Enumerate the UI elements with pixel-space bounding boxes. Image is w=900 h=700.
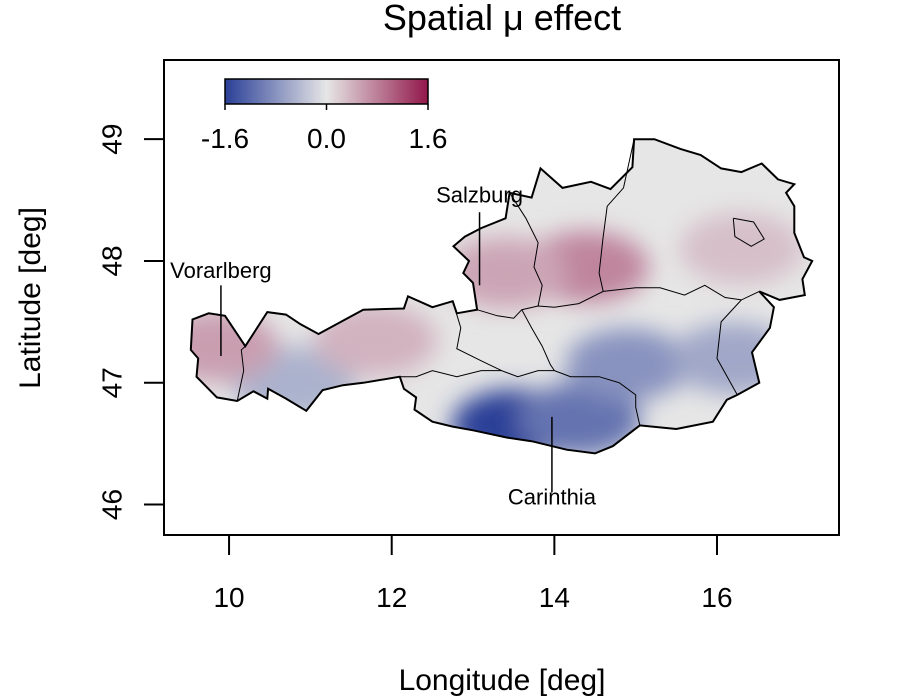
- y-tick-label: 46: [97, 489, 128, 520]
- plot-frame: [163, 59, 840, 536]
- colorbar-tick-label: 0.0: [307, 123, 346, 154]
- state-border: [598, 139, 635, 292]
- colorbar-tick-label: 1.6: [409, 123, 448, 154]
- state-border: [732, 217, 765, 247]
- heatmap-cell: [671, 322, 796, 395]
- x-tick-label: 16: [701, 582, 732, 613]
- y-axis-label: Latitude [deg]: [14, 207, 47, 389]
- heatmap-cell: [565, 328, 690, 401]
- state-border: [452, 301, 502, 372]
- x-axis-label: Longitude [deg]: [399, 664, 606, 697]
- country-outline: [189, 138, 814, 455]
- x-axis: 10 12 14 16: [213, 535, 733, 613]
- y-axis: 46 47 48 49: [97, 124, 164, 520]
- state-border: [509, 192, 543, 307]
- heatmap-cell: [313, 304, 438, 377]
- colorbar-tick-label: -1.6: [201, 123, 249, 154]
- annotation-label: Vorarlberg: [170, 258, 272, 283]
- state-border: [399, 370, 641, 426]
- state-border: [521, 309, 555, 371]
- colorbar: -1.6 0.0 1.6: [201, 78, 448, 154]
- y-tick-label: 48: [97, 245, 128, 276]
- annotation-label: Carinthia: [508, 485, 597, 510]
- region-annotations: Salzburg Vorarlberg Carinthia: [170, 183, 597, 510]
- heatmap-cell: [190, 310, 279, 383]
- x-tick-label: 14: [539, 582, 570, 613]
- state-border: [236, 345, 246, 402]
- chart-title: Spatial μ effect: [383, 0, 621, 38]
- colorbar-gradient: [224, 78, 429, 105]
- state-border: [716, 299, 742, 396]
- y-tick-label: 47: [97, 367, 128, 398]
- x-tick-label: 10: [213, 582, 244, 613]
- heatmap-cell: [516, 383, 641, 454]
- y-tick-label: 49: [97, 124, 128, 155]
- state-borders: [236, 139, 765, 426]
- effect-heatmap: [190, 139, 813, 454]
- x-tick-label: 12: [376, 582, 407, 613]
- plot-area: Salzburg Vorarlberg Carinthia: [163, 59, 840, 536]
- heatmap-cell: [443, 237, 568, 310]
- heatmap-cell: [679, 212, 804, 285]
- annotation-label: Salzburg: [436, 183, 523, 208]
